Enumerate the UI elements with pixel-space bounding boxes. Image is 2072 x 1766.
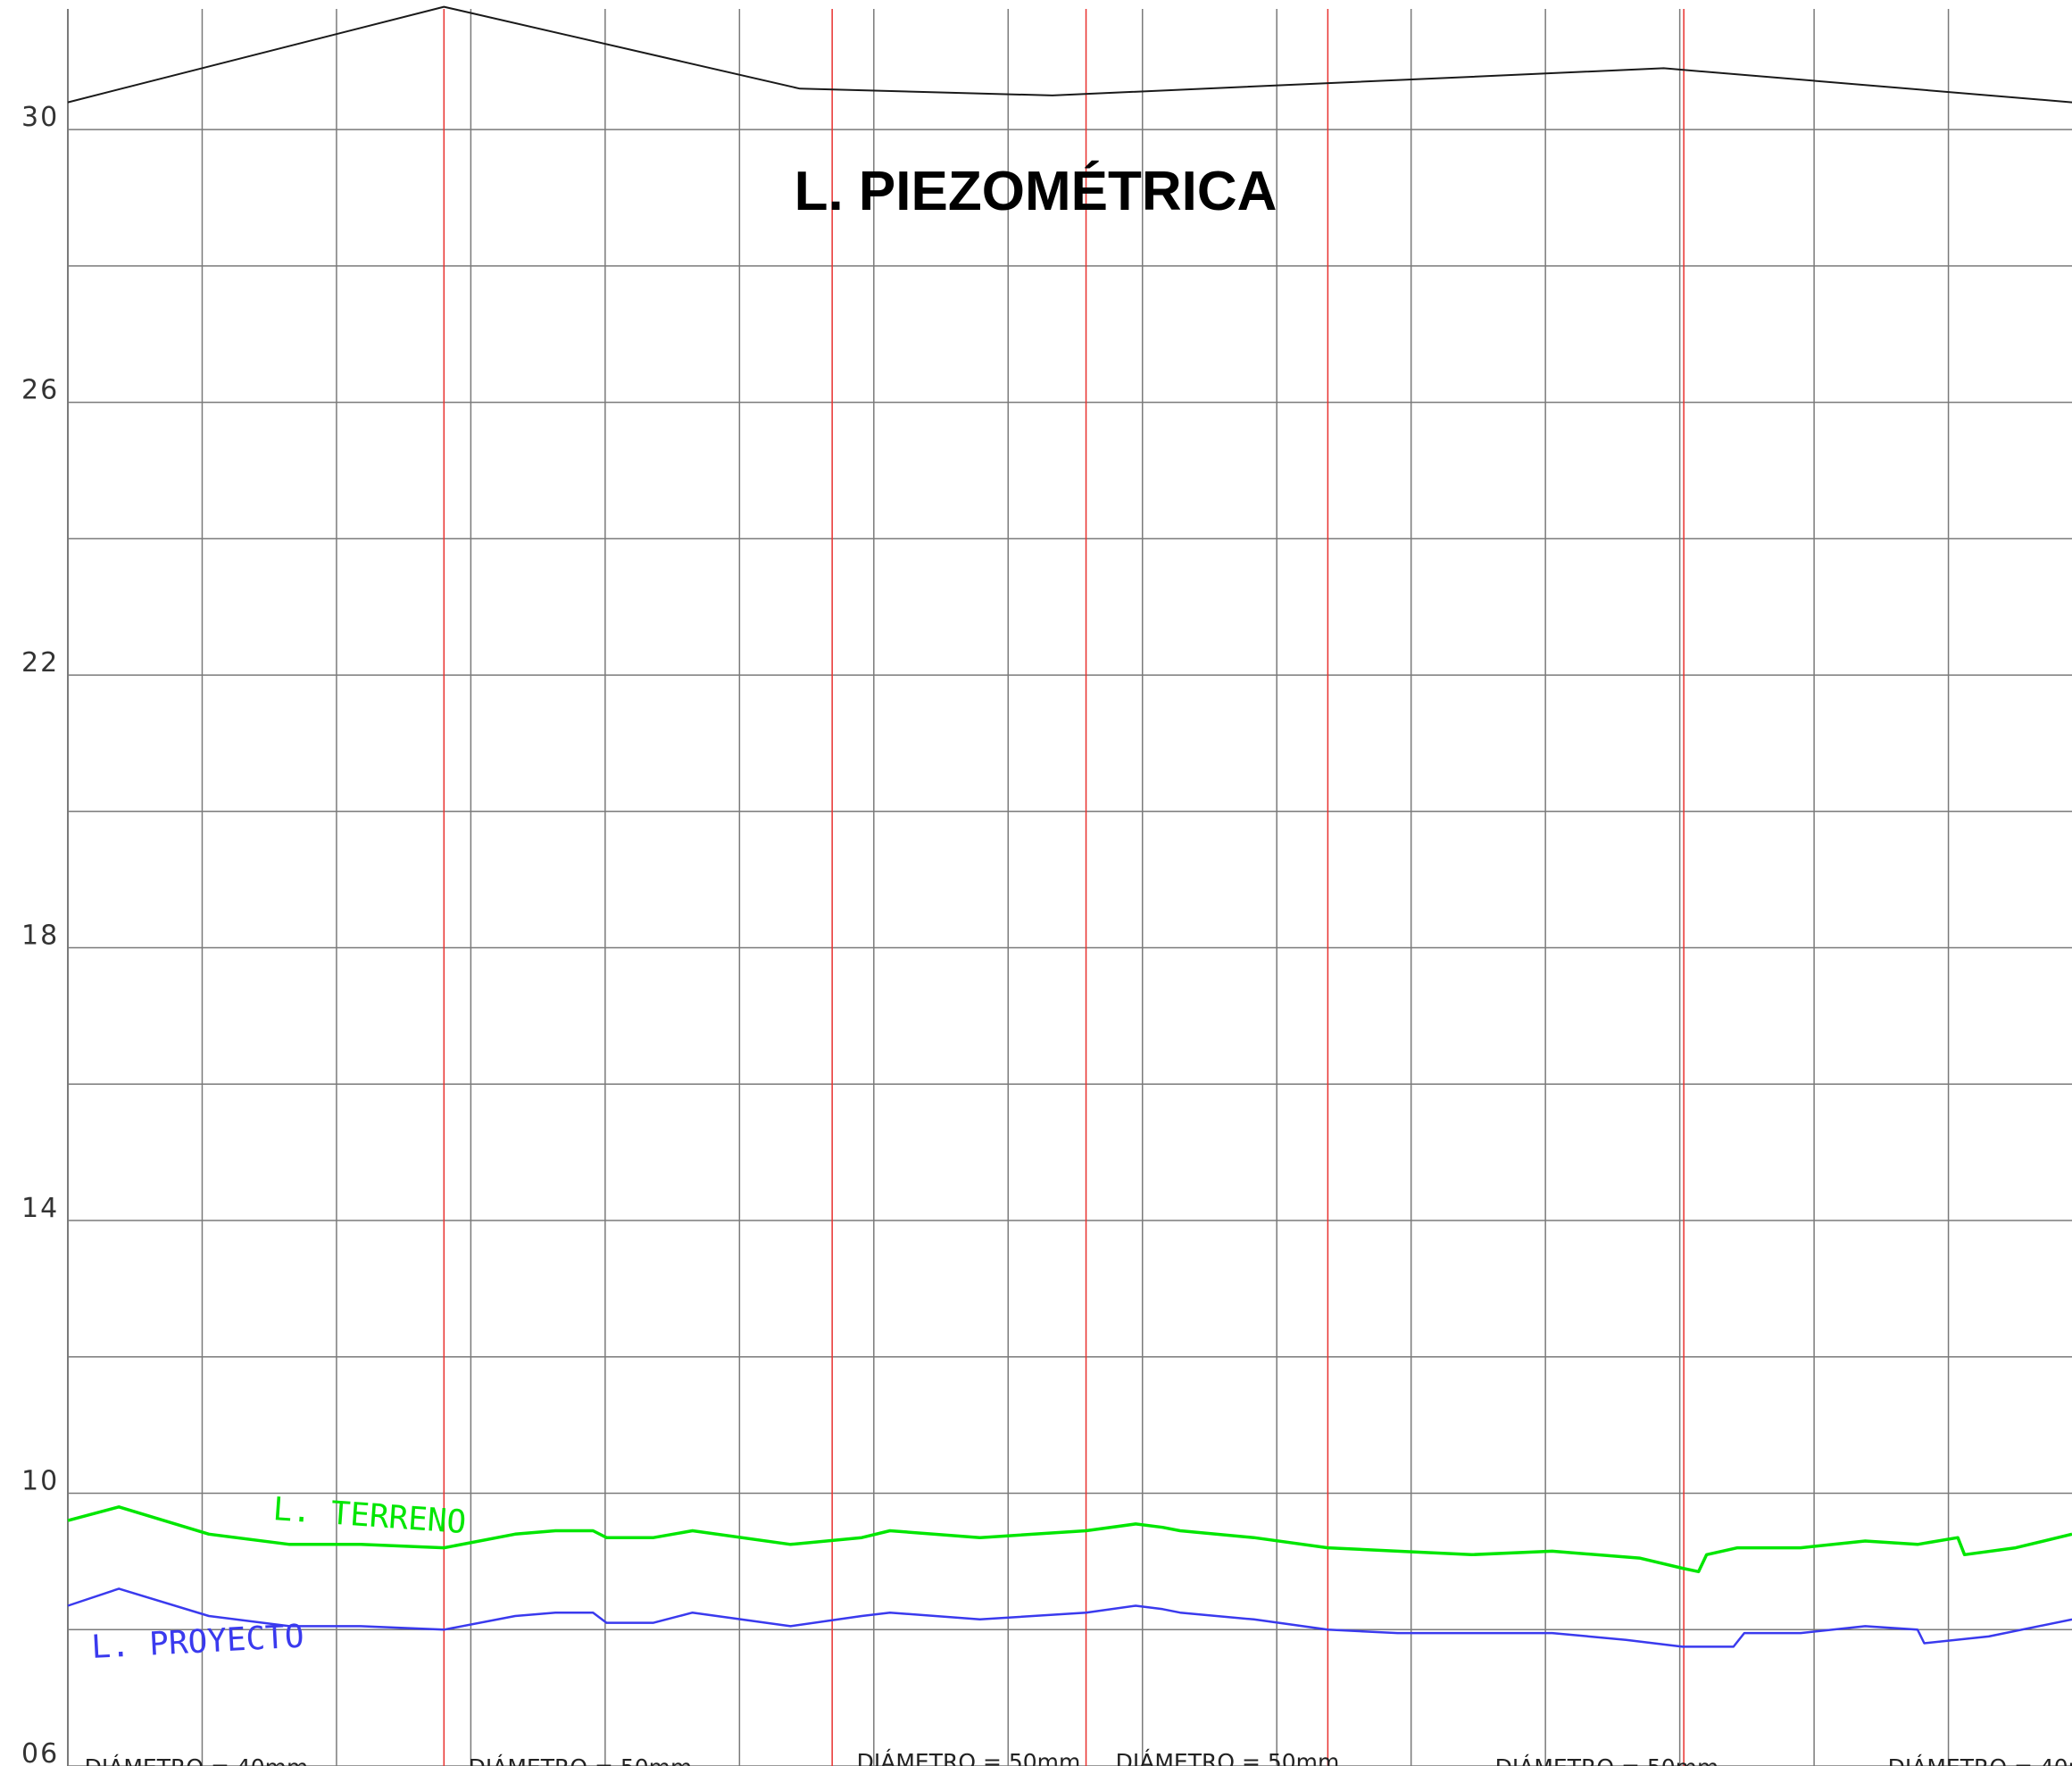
y-tick-label: 30 bbox=[21, 102, 59, 133]
diameter-label: DIÁMETRO = 50mm bbox=[857, 1749, 1081, 1766]
diameter-label: DIÁMETRO = 50mm bbox=[1116, 1749, 1340, 1766]
piezometrica-line bbox=[67, 5, 2072, 104]
y-tick-label: 22 bbox=[21, 647, 59, 679]
y-tick-label: 26 bbox=[21, 375, 59, 406]
diameter-label: DIÁMETRO = 50mm bbox=[1495, 1754, 1719, 1766]
y-tick-label: 18 bbox=[21, 920, 59, 952]
proyecto-series-label: L. PROYECTO bbox=[90, 1619, 304, 1666]
chart-title: L. PIEZOMÉTRICA bbox=[795, 161, 1277, 222]
diameter-label: DIÁMETRO = 50mm bbox=[469, 1754, 693, 1766]
proyecto-line bbox=[67, 1587, 2072, 1648]
terreno-line bbox=[67, 1505, 2072, 1574]
y-tick-label: 14 bbox=[21, 1193, 59, 1224]
y-tick-label: 10 bbox=[21, 1466, 59, 1497]
terreno-series-label: L. TERRENO bbox=[271, 1491, 467, 1541]
diameter-label: DIÁMETRO = 40mm bbox=[85, 1754, 309, 1766]
diameter-label: DIÁMETRO = 40mm bbox=[1888, 1754, 2072, 1766]
y-tick-label: 06 bbox=[21, 1738, 59, 1766]
